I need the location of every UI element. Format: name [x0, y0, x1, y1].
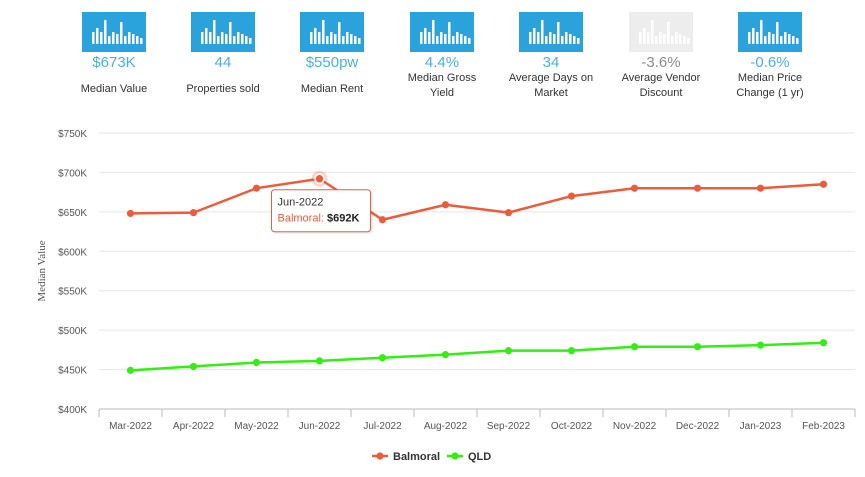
x-tick-label: Mar-2022	[109, 421, 152, 432]
data-point-balmoral	[504, 209, 513, 217]
bar-chart-icon	[629, 12, 693, 52]
y-axis-title: Median Value	[36, 240, 48, 301]
stat-value: 34	[542, 54, 560, 71]
data-point-balmoral	[252, 184, 261, 192]
y-tick-label: $450K	[58, 366, 87, 377]
bar-chart-icon	[738, 12, 802, 52]
x-tick-label: Aug-2022	[424, 421, 468, 432]
tooltip-series-label: Balmoral:	[278, 213, 328, 225]
y-tick-label: $400K	[58, 405, 87, 416]
stat-label-line: Yield	[429, 87, 455, 99]
data-point-balmoral	[126, 209, 135, 218]
stat-label-line: Discount	[639, 87, 683, 99]
stat-label-line: Market	[534, 87, 568, 99]
data-point-qld	[441, 350, 450, 359]
data-point-qld	[189, 362, 198, 371]
stat-median-value[interactable]: $673K Median Value	[59, 12, 169, 97]
x-tick-label: Jul-2022	[363, 421, 402, 432]
stat-properties-sold[interactable]: 44 Properties sold	[168, 12, 278, 97]
stat-label: Average Days on Market	[496, 71, 606, 101]
stat-value: 4.4%	[424, 54, 460, 71]
tooltip-value-line: Balmoral: $692K	[278, 213, 360, 225]
stat-value: 44	[214, 54, 232, 71]
data-point-qld	[567, 347, 576, 355]
data-point-balmoral	[441, 201, 450, 209]
x-tick-label: Dec-2022	[676, 421, 720, 432]
stat-label-line: Average Vendor	[621, 72, 701, 84]
stat-label: Median Price Change (1 yr)	[715, 71, 825, 101]
y-tick-label: $500K	[58, 326, 87, 337]
stat-median-gross-yield[interactable]: 4.4% Median Gross Yield	[387, 12, 497, 101]
x-tick-label: May-2022	[234, 421, 279, 432]
legend-marker-balmoral	[376, 452, 384, 460]
tooltip-category: Jun-2022	[278, 197, 324, 209]
legend-label-qld: QLD	[468, 451, 491, 463]
data-point-balmoral	[756, 184, 765, 192]
data-point-balmoral	[189, 209, 198, 217]
bar-chart-icon	[82, 12, 146, 52]
stat-label-line: Median Price	[737, 72, 803, 84]
stat-average-vendor-discount: -3.6% Average Vendor Discount	[606, 12, 716, 101]
stat-value: -0.6%	[750, 54, 790, 71]
stat-label-line: Average Days on	[508, 72, 594, 84]
data-point-balmoral	[630, 184, 639, 192]
x-tick-label: Feb-2023	[802, 421, 845, 432]
bar-chart-icon	[300, 12, 364, 52]
x-tick-label: Jan-2023	[740, 421, 782, 432]
x-tick-label: Jun-2022	[299, 421, 341, 432]
y-tick-label: $650K	[58, 208, 87, 219]
stat-label: Median Gross Yield	[387, 71, 497, 101]
bar-chart-icon	[191, 12, 255, 52]
y-tick-label: $600K	[58, 247, 87, 258]
median-value-line-chart: $400K $450K $500K $550K $600K $650K $700K $750K…	[36, 129, 856, 463]
stat-label: Average Vendor Discount	[606, 71, 716, 101]
data-point-qld	[693, 343, 702, 351]
data-point-qld	[126, 366, 135, 374]
x-tick-label: Oct-2022	[551, 421, 593, 432]
stat-label: Properties sold	[186, 83, 260, 95]
x-tick-label: Nov-2022	[613, 421, 657, 432]
stat-label-line: Median Gross	[407, 72, 477, 84]
bar-chart-icon	[519, 12, 583, 52]
stat-label: Median Rent	[300, 83, 364, 95]
series-line-balmoral	[130, 177, 824, 221]
data-point-qld	[504, 347, 513, 355]
data-point-qld	[756, 341, 765, 349]
highlight-point	[314, 173, 325, 184]
data-point-qld	[315, 357, 324, 365]
data-point-balmoral	[378, 216, 387, 224]
bar-chart-icon	[410, 12, 474, 52]
data-point-qld	[819, 339, 828, 347]
y-tick-label: $700K	[58, 168, 87, 179]
stat-median-rent[interactable]: $550pw Median Rent	[277, 12, 387, 97]
stat-median-price-change[interactable]: -0.6% Median Price Change (1 yr)	[715, 12, 825, 101]
series-line-qld	[130, 341, 824, 372]
data-point-qld	[378, 354, 387, 362]
tooltip-box	[271, 189, 371, 233]
legend-label-balmoral: Balmoral	[393, 451, 440, 463]
tooltip-value: $692K	[327, 213, 359, 225]
x-tick-label: Apr-2022	[173, 421, 215, 432]
data-point-balmoral	[567, 192, 576, 200]
stat-value: -3.6%	[641, 54, 681, 71]
stat-value: $550pw	[305, 54, 359, 71]
data-point-balmoral	[819, 180, 828, 188]
stat-label-line: Change (1 yr)	[736, 87, 804, 99]
y-tick-label: $750K	[58, 129, 87, 140]
stats-bar: $673K Median Value 44 Properties sold $5…	[0, 0, 865, 110]
data-point-qld	[252, 358, 261, 367]
data-point-balmoral	[693, 184, 702, 192]
legend-marker-qld	[451, 452, 459, 460]
stat-average-days-on-market[interactable]: 34 Average Days on Market	[496, 12, 606, 101]
stat-value: $673K	[92, 54, 136, 71]
stat-label: Median Value	[80, 83, 148, 95]
y-tick-label: $550K	[58, 287, 87, 298]
tooltip: Jun-2022 Balmoral: $692K	[271, 189, 373, 234]
x-tick-label: Sep-2022	[487, 421, 531, 432]
data-point-qld	[630, 343, 639, 351]
